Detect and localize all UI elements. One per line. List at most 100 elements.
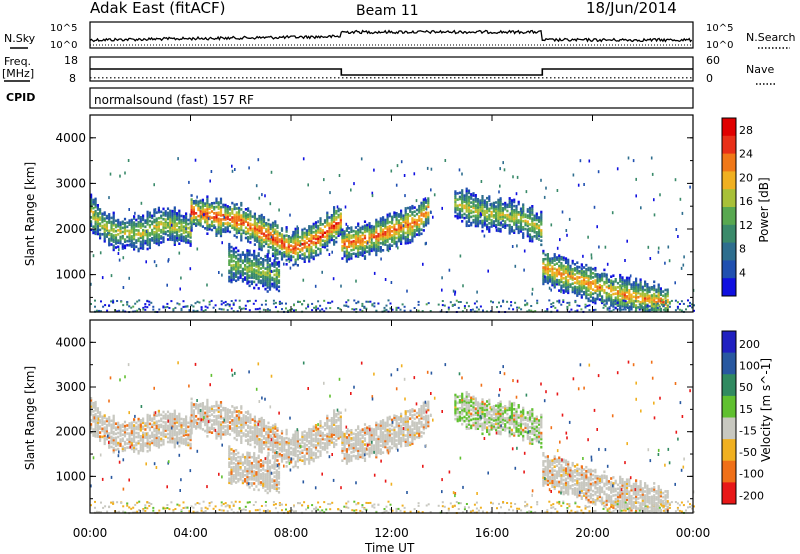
power-echo-cell (444, 159, 447, 162)
colorbar-swatch (722, 278, 736, 297)
power-echo-cell (526, 220, 529, 223)
power-echo-cell (257, 272, 260, 276)
power-echo-cell (321, 223, 324, 226)
power-echo-cell (625, 286, 629, 290)
y-tick-label: 1000 (55, 268, 86, 282)
power-echo-cell (255, 269, 258, 272)
power-echo-cell (278, 244, 281, 247)
velocity-echo-cell (192, 403, 195, 406)
power-echo-cell (280, 255, 284, 259)
power-echo-cell (515, 207, 518, 210)
power-echo-cell (272, 299, 275, 302)
velocity-echo-cell (146, 441, 149, 445)
power-echo-cell (619, 304, 622, 308)
velocity-echo-cell (258, 438, 261, 441)
power-echo-cell (569, 285, 572, 288)
velocity-echo-cell (137, 417, 140, 421)
power-echo-cell (166, 207, 170, 210)
power-echo-cell (126, 303, 129, 306)
colorbar-swatch (722, 153, 736, 172)
power-echo-cell (96, 224, 99, 228)
power-echo-cell (240, 204, 243, 207)
power-echo-cell (386, 236, 389, 239)
power-echo-cell (621, 278, 624, 281)
power-echo-cell (248, 309, 251, 312)
velocity-echo-cell (235, 418, 238, 421)
power-echo-cell (659, 289, 662, 292)
power-echo-cell (458, 191, 461, 195)
power-echo-cell (153, 214, 156, 218)
power-echo-cell (201, 217, 204, 220)
power-echo-cell (409, 206, 412, 209)
power-echo-cell (256, 221, 259, 225)
power-echo-cell (103, 238, 106, 241)
power-echo-cell (137, 233, 140, 236)
power-echo-cell (92, 231, 95, 235)
power-echo-cell (632, 281, 635, 284)
power-echo-cell (130, 218, 133, 222)
velocity-echo-cell (139, 443, 142, 446)
power-echo-cell (370, 229, 373, 232)
power-echo-cell (404, 194, 406, 198)
power-echo-cell (578, 280, 581, 283)
power-echo-cell (397, 227, 400, 231)
power-echo-cell (662, 300, 665, 304)
power-echo-cell (146, 210, 149, 214)
power-echo-cell (418, 225, 421, 228)
power-echo-cell (386, 246, 389, 249)
power-echo-cell (377, 232, 380, 236)
power-echo-cell (592, 276, 595, 279)
power-echo-cell (310, 241, 313, 245)
velocity-echo-cell (169, 436, 172, 440)
power-echo-cell (108, 304, 111, 307)
velocity-echo-cell (206, 431, 209, 434)
power-echo-cell (259, 261, 262, 264)
velocity-echo-cell (166, 426, 170, 430)
power-echo-cell (244, 307, 247, 310)
power-echo-cell (99, 216, 102, 219)
power-echo-cell (422, 206, 425, 210)
velocity-echo-cell (146, 450, 149, 453)
power-echo-cell (379, 223, 382, 226)
power-echo-cell (514, 264, 517, 268)
power-echo-cell (146, 214, 149, 218)
power-echo-cell (119, 235, 122, 239)
power-echo-cell (319, 241, 322, 245)
power-echo-cell (361, 252, 364, 255)
power-echo-cell (409, 214, 412, 217)
power-echo-cell (544, 253, 547, 257)
power-echo-cell (662, 308, 665, 311)
power-echo-cell (201, 215, 204, 218)
velocity-echo-cell (192, 419, 195, 422)
power-echo-cell (531, 225, 534, 229)
power-echo-cell (244, 214, 247, 217)
power-echo-cell (103, 227, 106, 231)
power-echo-cell (404, 209, 407, 212)
power-echo-cell (230, 300, 233, 302)
power-echo-cell (219, 197, 223, 201)
power-echo-cell (461, 310, 464, 313)
power-echo-cell (619, 298, 622, 302)
power-echo-cell (253, 239, 256, 242)
power-echo-cell (479, 199, 482, 202)
power-echo-cell (467, 224, 471, 227)
power-echo-cell (384, 224, 387, 228)
power-echo-cell (538, 232, 541, 236)
power-echo-cell (391, 236, 394, 239)
power-echo-cell (99, 234, 102, 238)
power-echo-cell (253, 272, 256, 275)
power-echo-cell (295, 309, 297, 312)
power-echo-cell (614, 296, 617, 300)
power-echo-cell (99, 222, 102, 225)
power-echo-cell (608, 306, 611, 309)
power-echo-cell (169, 226, 172, 229)
power-echo-cell (605, 275, 608, 278)
power-echo-cell (173, 218, 176, 222)
power-echo-cell (589, 268, 592, 272)
power-echo-cell (553, 263, 556, 266)
power-echo-cell (454, 292, 456, 296)
power-echo-cell (294, 244, 297, 247)
power-echo-cell (175, 218, 179, 221)
power-echo-cell (257, 262, 260, 266)
power-echo-cell (393, 229, 396, 233)
